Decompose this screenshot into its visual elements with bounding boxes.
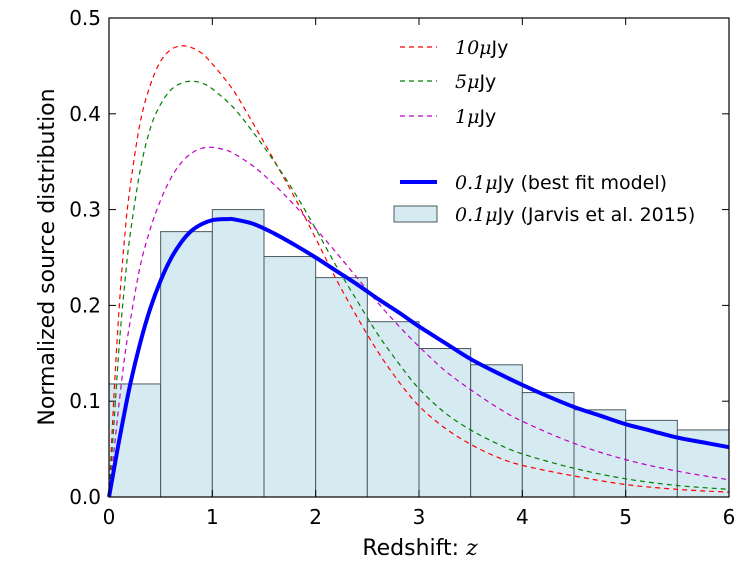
legend-label-math: 0.1μ bbox=[455, 172, 498, 194]
x-tick-label: 3 bbox=[413, 505, 426, 529]
y-tick-label: 0.0 bbox=[69, 485, 101, 509]
legend-label: 0.1μJy (best fit model) bbox=[455, 172, 667, 194]
legend-label-math: 5μ bbox=[455, 71, 479, 93]
legend-label-text: Jy bbox=[478, 71, 496, 93]
axis-ticks: 0 1 2 3 4 5 6 0.0 0.1 0.2 0.3 0.4 0.5 bbox=[69, 6, 735, 529]
series-line bbox=[108, 146, 730, 498]
histogram-bar bbox=[263, 256, 317, 498]
legend-label-text: Jy (best fit model) bbox=[497, 172, 667, 194]
legend-label-text: Jy bbox=[491, 37, 509, 59]
legend-label-math: 0.1μ bbox=[455, 204, 498, 226]
x-axis-label-math: z bbox=[465, 536, 478, 561]
legend-label-text: Jy (Jarvis et al. 2015) bbox=[497, 204, 696, 226]
legend-label: 5μJy bbox=[455, 71, 496, 93]
histogram-bar bbox=[160, 231, 213, 498]
model-curves bbox=[107, 45, 730, 498]
series-line bbox=[108, 80, 730, 498]
y-tick-label: 0.3 bbox=[69, 198, 101, 222]
histogram-bar bbox=[521, 392, 575, 498]
x-axis-label-text: Redshift: bbox=[362, 536, 466, 561]
histogram-bar bbox=[211, 209, 265, 498]
histogram-bar bbox=[470, 364, 523, 498]
x-tick-label: 2 bbox=[309, 505, 322, 529]
x-tick-label: 1 bbox=[206, 505, 219, 529]
y-tick-label: 0.2 bbox=[69, 293, 101, 317]
legend-label-math: 1μ bbox=[455, 106, 479, 128]
x-tick-label: 6 bbox=[723, 505, 736, 529]
legend-label-text: Jy bbox=[478, 106, 496, 128]
y-tick-label: 0.5 bbox=[69, 6, 101, 30]
histogram-bar bbox=[108, 383, 162, 498]
legend-label-math: 10μ bbox=[455, 37, 492, 59]
x-axis-label: Redshift: z bbox=[362, 536, 478, 561]
series-line bbox=[108, 45, 730, 498]
y-axis-label: Normalized source distribution bbox=[35, 88, 60, 425]
histogram-bar bbox=[366, 321, 420, 498]
series-line bbox=[107, 216, 730, 498]
histogram-bar bbox=[573, 409, 627, 498]
legend-label: 0.1μJy (Jarvis et al. 2015) bbox=[455, 204, 695, 226]
x-tick-label: 5 bbox=[619, 505, 632, 529]
legend-swatch-histogram bbox=[393, 205, 438, 223]
legend-label: 1μJy bbox=[455, 106, 496, 128]
legend-label: 10μJy bbox=[455, 37, 508, 59]
x-tick-label: 0 bbox=[103, 505, 116, 529]
histogram-bars bbox=[108, 209, 730, 498]
histogram-bar bbox=[315, 277, 368, 498]
y-tick-label: 0.4 bbox=[69, 102, 101, 126]
x-tick-label: 4 bbox=[516, 505, 529, 529]
histogram-bar bbox=[418, 348, 472, 498]
y-tick-label: 0.1 bbox=[69, 389, 101, 413]
